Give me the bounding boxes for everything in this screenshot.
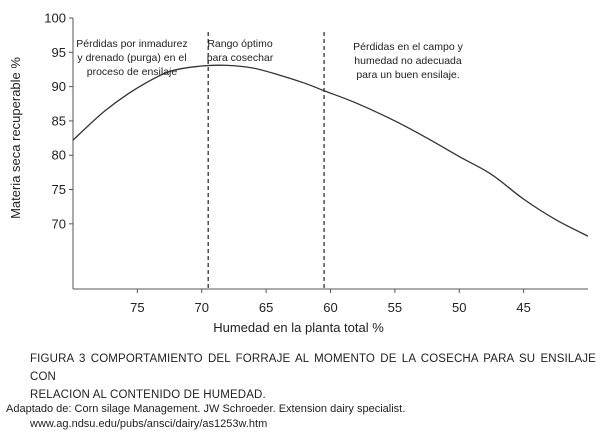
x-tick-label: 50 xyxy=(452,300,466,315)
x-tick-label: 55 xyxy=(388,300,402,315)
annotation-3-line-3: para un buen ensilaje. xyxy=(356,69,459,81)
source-url: www.ag.ndsu.edu/pubs/ansci/dairy/as1253w… xyxy=(30,418,268,430)
annotation-2-line-1: Rango óptimo xyxy=(207,38,273,50)
y-tick-label: 75 xyxy=(52,182,66,197)
source-line-1: Adaptado de: Corn silage Management. JW … xyxy=(6,403,406,415)
y-tick-label: 85 xyxy=(52,113,66,128)
moisture-chart: 70 75 80 85 90 95 100 75 70 65 60 55 50 45 Humedad en … xyxy=(8,11,589,335)
x-tick-label: 45 xyxy=(516,300,530,315)
annotation-1-line-3: proceso de ensilaje xyxy=(87,66,178,78)
recoverable-dry-matter-curve xyxy=(72,64,589,237)
source-note: Adaptado de: Corn silage Management. JW … xyxy=(6,402,405,432)
caption-line-2: RELACION AL CONTENIDO DE HUMEDAD. xyxy=(30,389,266,401)
x-tick-label: 60 xyxy=(323,300,337,315)
x-tick-label: 65 xyxy=(259,300,273,315)
x-tick-label: 75 xyxy=(130,300,144,315)
caption-line-1: FIGURA 3 COMPORTAMIENTO DEL FORRAJE AL M… xyxy=(30,353,596,383)
x-tick-label: 70 xyxy=(195,300,209,315)
annotation-1-line-2: y drenado (purga) en el xyxy=(77,52,186,64)
figure-caption: FIGURA 3 COMPORTAMIENTO DEL FORRAJE AL M… xyxy=(30,350,596,404)
annotation-3-line-2: humedad no adecuada xyxy=(354,55,462,67)
y-tick-label: 95 xyxy=(52,45,66,60)
y-tick-label: 70 xyxy=(52,216,66,231)
annotation-2-line-2: para cosechar xyxy=(207,52,274,64)
y-tick-label: 80 xyxy=(52,148,66,163)
y-tick-label: 100 xyxy=(44,11,66,26)
x-axis-title: Humedad en la planta total % xyxy=(213,320,384,335)
annotation-1-line-1: Pérdidas por inmadurez xyxy=(76,38,187,50)
y-tick-label: 90 xyxy=(52,79,66,94)
y-axis-title: Materia seca recuperable % xyxy=(8,57,23,219)
annotation-3-line-1: Pérdidas en el campo y xyxy=(353,41,463,53)
